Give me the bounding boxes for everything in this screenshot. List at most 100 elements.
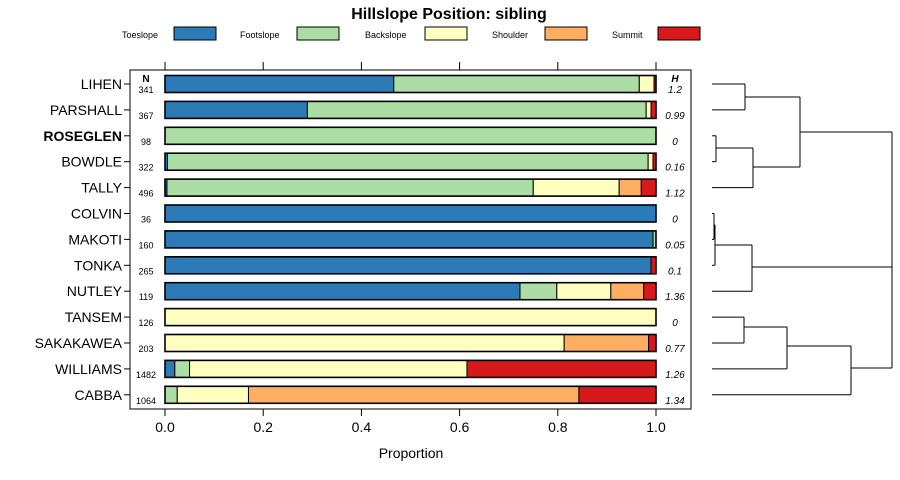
n-header: N	[142, 74, 149, 85]
row-label-parshall: PARSHALL	[50, 102, 122, 118]
bar-segment-williams-summit	[466, 359, 657, 378]
bar-segment-williams-toeslope	[164, 359, 176, 378]
h-value-williams: 1.26	[665, 370, 685, 381]
n-value-colvin: 36	[141, 215, 151, 225]
row-label-cabba: CABBA	[75, 387, 123, 403]
legend: Toeslope Footslope Backslope Shoulder Summit	[122, 26, 701, 41]
n-value-nutley: 119	[139, 292, 153, 302]
h-value-bowdle: 0.16	[665, 163, 685, 174]
n-value-cabba: 1064	[136, 396, 156, 406]
bar-segment-bowdle-footslope	[166, 152, 649, 171]
dendrogram	[712, 83, 893, 396]
bar-segment-cabba-summit	[578, 385, 657, 404]
bar-outline-cabba	[164, 385, 657, 405]
n-value-tonka: 265	[138, 266, 153, 276]
bar-segment-sakakawea-summit	[648, 334, 657, 352]
bar-segment-lihen-backslope	[638, 75, 655, 93]
bar-outline-williams	[164, 359, 657, 379]
h-header: H	[671, 74, 679, 85]
row-tonka: TONKA 265 0.1	[74, 255, 682, 277]
bar-segment-cabba-footslope	[164, 385, 178, 404]
bar-outline-parshall	[164, 100, 657, 120]
h-value-colvin: 0	[672, 215, 678, 226]
row-tally: TALLY 496 1.12	[81, 178, 685, 200]
h-value-parshall: 0.99	[665, 111, 685, 122]
legend-label-summit: Summit	[612, 30, 643, 40]
row-label-lihen: LIHEN	[81, 76, 122, 92]
bar-outline-sakakawea	[164, 333, 657, 353]
bar-segment-parshall-footslope	[306, 100, 647, 119]
bar-segment-nutley-toeslope	[164, 282, 521, 301]
bar-segment-tally-summit	[640, 178, 657, 197]
row-label-tonka: TONKA	[74, 257, 123, 273]
bar-segment-tansem-backslope	[164, 308, 657, 327]
row-label-sakakawea: SAKAKAWEA	[35, 335, 123, 351]
top-ticks	[164, 62, 657, 70]
bar-segment-nutley-summit	[643, 282, 657, 301]
bar-segment-cabba-shoulder	[247, 385, 580, 404]
row-sakakawea: SAKAKAWEA 203 0.77	[35, 333, 685, 355]
row-label-colvin: COLVIN	[71, 206, 122, 222]
bar-segment-makoti-toeslope	[164, 230, 654, 249]
n-value-tally: 496	[138, 189, 153, 199]
bar-segment-bowdle-backslope	[647, 152, 654, 171]
bar-segment-nutley-backslope	[556, 282, 612, 301]
row-nutley: NUTLEY 119 1.36	[67, 281, 685, 303]
bar-segment-colvin-toeslope	[164, 204, 657, 223]
bar-segment-lihen-footslope	[393, 75, 640, 93]
bar-segment-parshall-backslope	[645, 100, 652, 119]
h-value-nutley: 1.36	[665, 292, 685, 303]
h-value-tally: 1.12	[665, 189, 685, 200]
bar-segment-sakakawea-shoulder	[563, 334, 650, 352]
h-value-cabba: 1.34	[665, 396, 685, 407]
legend-label-shoulder: Shoulder	[492, 30, 528, 40]
x-tick-label: 0.0	[155, 419, 175, 435]
row-parshall: PARSHALL 367 0.99	[50, 100, 685, 122]
row-williams: WILLIAMS 1482 1.26	[55, 359, 685, 381]
bar-outline-lihen	[164, 74, 657, 94]
n-value-makoti: 160	[138, 240, 153, 250]
legend-swatch-shoulder	[544, 26, 588, 41]
bar-outline-bowdle	[164, 152, 657, 171]
row-bowdle: BOWDLE 322 0.16	[61, 152, 685, 174]
bar-outline-roseglen	[164, 126, 657, 146]
row-cabba: CABBA 1064 1.34	[75, 385, 685, 407]
row-makoti: MAKOTI 160 0.05	[68, 230, 685, 251]
legend-label-toeslope: Toeslope	[122, 30, 158, 40]
x-tick-label: 0.4	[352, 419, 372, 435]
row-colvin: COLVIN 36 0	[71, 204, 678, 226]
legend-swatch-toeslope	[173, 26, 217, 41]
x-tick-label: 0.8	[548, 419, 568, 435]
bar-rows: LIHEN 341 1.2 PARSHALL 367 0.99 ROSEGLEN 98 0 BOW…	[35, 74, 685, 407]
bar-segment-tally-shoulder	[618, 178, 642, 197]
row-tansem: TANSEM 126 0	[65, 307, 678, 329]
bar-segment-tally-footslope	[166, 178, 534, 197]
legend-label-backslope: Backslope	[365, 30, 407, 40]
n-value-bowdle: 322	[138, 163, 153, 173]
bar-outline-makoti	[164, 230, 657, 249]
row-lihen: LIHEN 341 1.2	[81, 74, 682, 96]
x-tick-label: 0.6	[450, 419, 470, 435]
bar-segment-nutley-footslope	[519, 282, 558, 301]
row-roseglen: ROSEGLEN 98 0	[43, 126, 678, 148]
chart-title: Hillslope Position: sibling	[351, 6, 547, 23]
bar-segment-sakakawea-backslope	[164, 334, 565, 352]
bar-outline-tally	[164, 178, 657, 197]
bar-segment-cabba-backslope	[176, 385, 249, 404]
n-value-parshall: 367	[138, 111, 153, 121]
n-value-williams: 1482	[136, 370, 156, 380]
bar-outline-tansem	[164, 307, 657, 327]
legend-swatch-backslope	[424, 26, 468, 41]
h-value-roseglen: 0	[672, 137, 678, 148]
n-value-roseglen: 98	[141, 137, 151, 147]
n-value-sakakawea: 203	[138, 344, 153, 354]
h-value-makoti: 0.05	[665, 240, 685, 251]
row-label-roseglen: ROSEGLEN	[43, 128, 122, 144]
x-tick-label: 1.0	[646, 419, 666, 435]
bar-outline-tonka	[164, 255, 657, 275]
bar-outline-colvin	[164, 204, 657, 223]
bar-segment-roseglen-footslope	[164, 126, 657, 145]
n-value-tansem: 126	[138, 318, 153, 328]
row-label-williams: WILLIAMS	[55, 361, 122, 377]
legend-label-footslope: Footslope	[240, 30, 280, 40]
